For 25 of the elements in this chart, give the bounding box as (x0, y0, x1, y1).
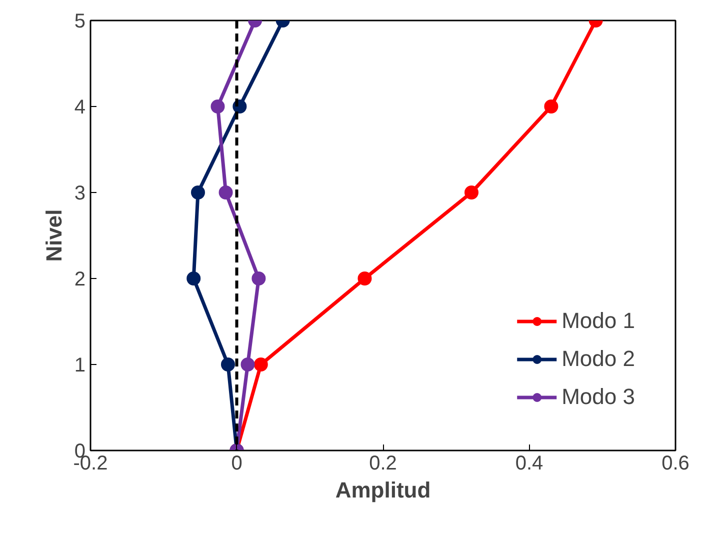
x-tick-label: 0.2 (369, 452, 397, 474)
y-tick-label: 5 (74, 10, 86, 32)
point (544, 100, 558, 114)
legend-label: Modo 3 (562, 384, 635, 410)
point (210, 100, 225, 114)
y-axis-title: Nivel (41, 209, 66, 262)
point (190, 186, 205, 200)
point (464, 186, 478, 200)
x-tick-label: 0.4 (515, 452, 544, 474)
point (254, 358, 268, 372)
point (252, 272, 266, 286)
legend-label: Modo 1 (562, 308, 635, 334)
legend-label: Modo 2 (562, 346, 635, 372)
y-tick-label: 4 (74, 96, 86, 118)
x-axis-title: Amplitud (335, 478, 431, 502)
x-tick-label: 0.6 (662, 452, 690, 474)
point (186, 272, 201, 286)
point (240, 358, 255, 372)
point (220, 358, 235, 372)
x-tick-label: 0 (231, 452, 242, 474)
y-tick-label: 2 (74, 268, 86, 290)
y-tick-label: 1 (74, 354, 86, 376)
point (218, 186, 233, 200)
y-tick-label: 3 (74, 182, 86, 204)
point (358, 272, 372, 286)
